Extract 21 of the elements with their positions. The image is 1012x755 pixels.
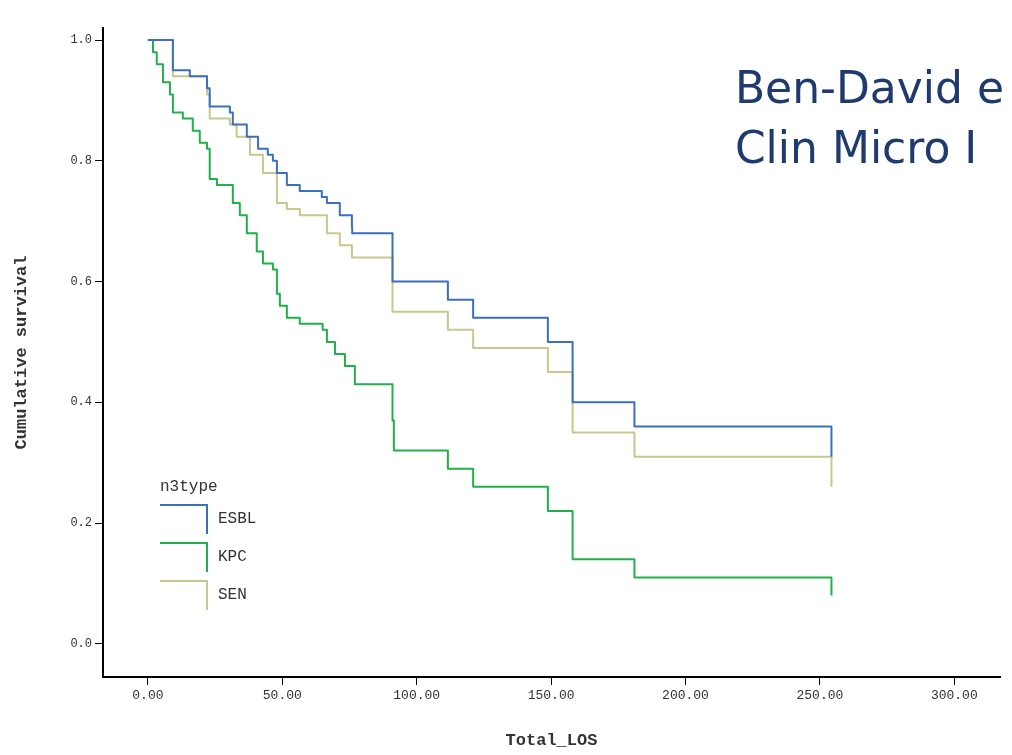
x-tick-label: 150.00 [527, 688, 575, 704]
annotation: Clin Micro I [734, 121, 979, 175]
y-tick-label: 1.0 [70, 33, 92, 48]
legend-label: SEN [218, 586, 247, 604]
y-tick-label: 0.4 [70, 395, 92, 410]
y-tick-label: 0.8 [70, 153, 92, 168]
legend-label: KPC [218, 548, 247, 566]
x-tick-label: 50.00 [262, 688, 302, 704]
x-tick-label: 200.00 [662, 688, 709, 704]
y-tick-label: 0.0 [70, 636, 92, 651]
y-tick-label: 0.2 [70, 516, 92, 531]
x-tick-label: 250.00 [796, 688, 844, 704]
x-tick-label: 100.00 [393, 688, 441, 704]
legend-title: n3type [160, 478, 219, 496]
y-tick-label: 0.6 [70, 274, 92, 289]
x-tick-label: 0.00 [132, 688, 164, 704]
legend-label: ESBL [218, 510, 257, 528]
y-axis-title: Cumulative survival [12, 255, 32, 450]
x-tick-label: 300.00 [930, 688, 978, 704]
annotation: Ben-David e [734, 61, 1004, 115]
x-axis-title: Total_LOS [505, 731, 598, 751]
